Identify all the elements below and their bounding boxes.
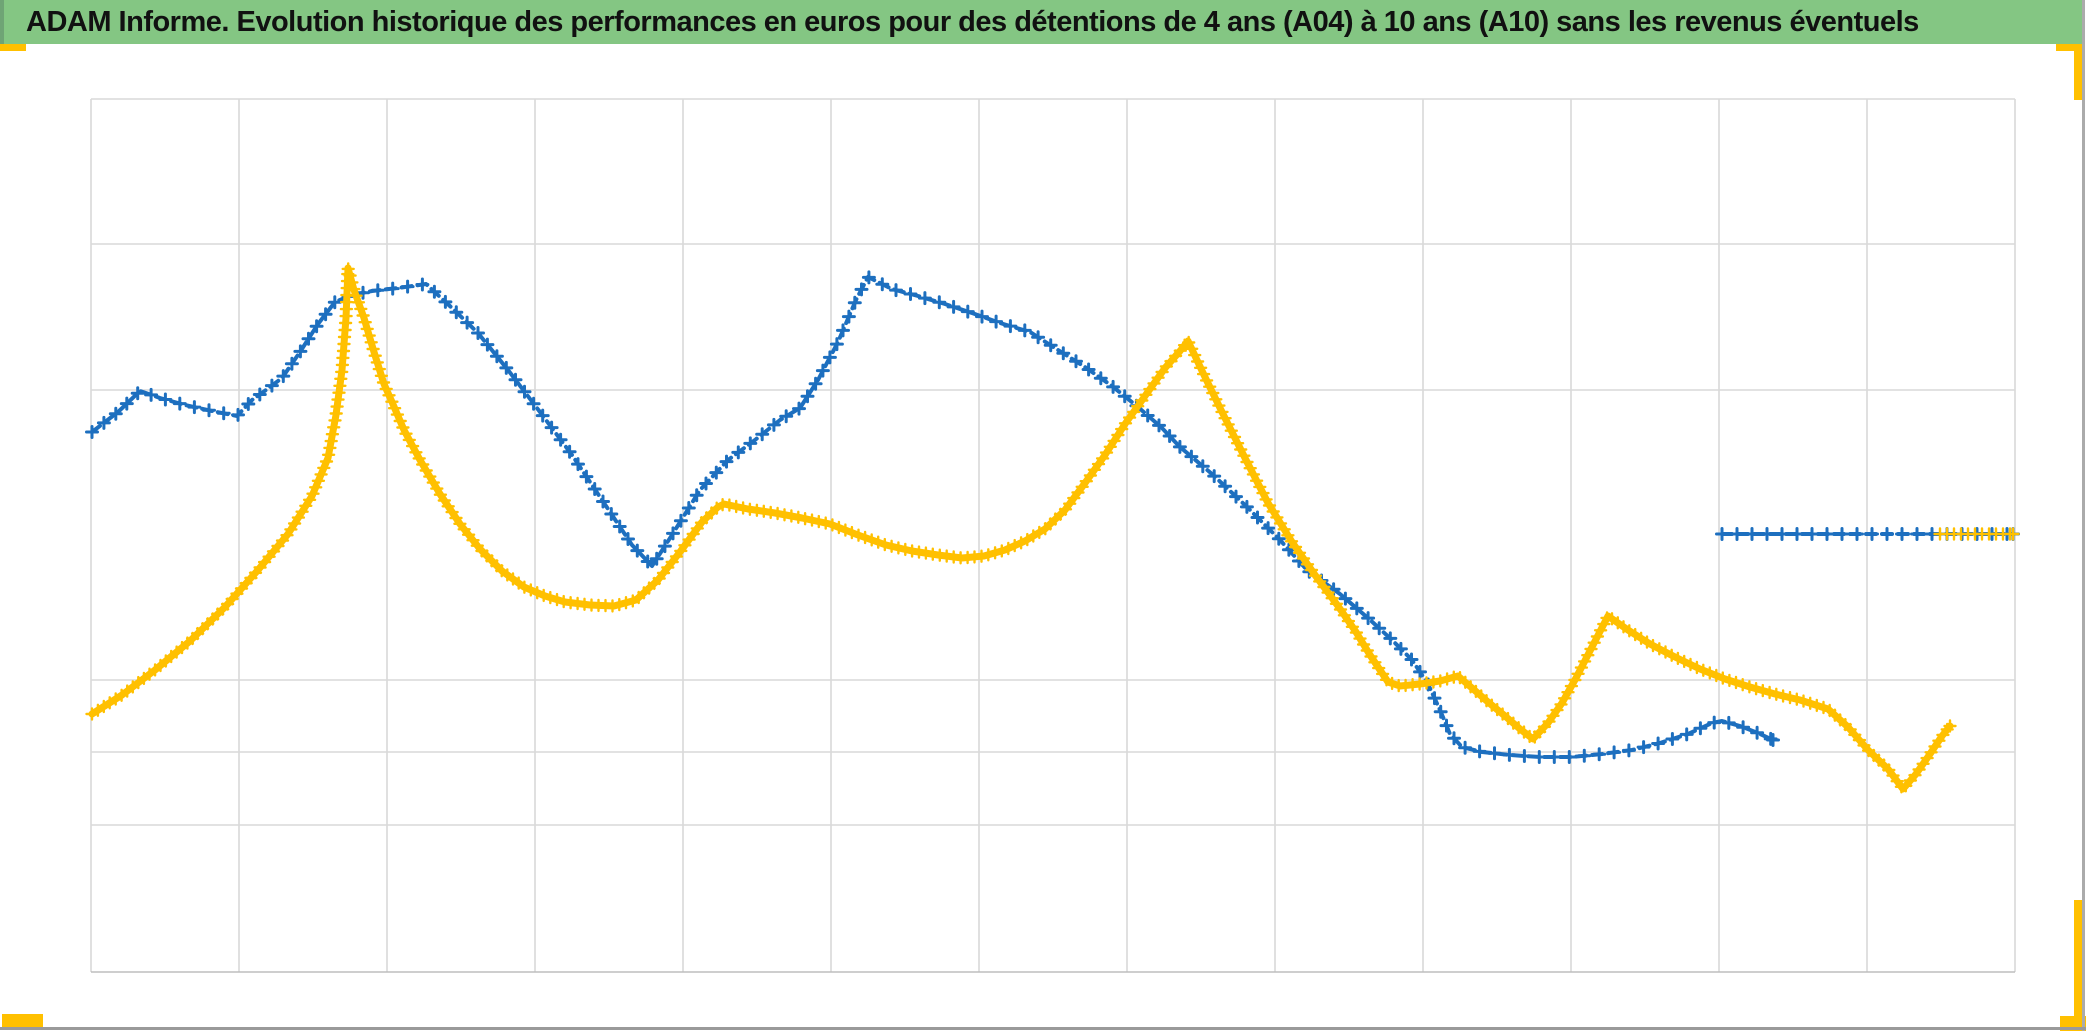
title-bar-left-edge bbox=[0, 0, 4, 44]
corner-mark-top-right-vertical bbox=[2074, 44, 2082, 100]
corner-mark-top-right-horizontal bbox=[2056, 44, 2082, 51]
corner-mark-bottom-right-vertical bbox=[2074, 900, 2082, 1031]
corner-mark-top-left bbox=[0, 44, 26, 51]
window-border-right bbox=[2082, 0, 2085, 1031]
window-border-bottom bbox=[0, 1027, 2086, 1030]
corner-mark-bottom-left bbox=[2, 1014, 43, 1027]
page-title: ADAM Informe. Evolution historique des p… bbox=[26, 5, 1919, 38]
title-bar: ADAM Informe. Evolution historique des p… bbox=[0, 0, 2082, 44]
